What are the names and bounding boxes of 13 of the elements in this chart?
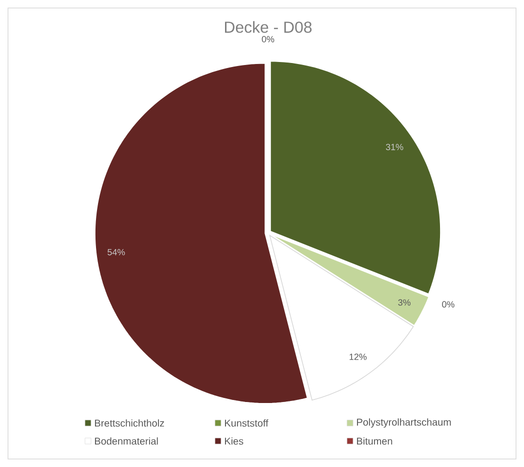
chart-title: Decke - D08	[225, 21, 312, 33]
legend-label: Bitumen	[357, 437, 392, 445]
legend-label: Brettschichtholz	[95, 419, 164, 427]
legend-label: Bodenmaterial	[95, 437, 158, 445]
text: 0%	[262, 36, 274, 42]
legend-label: Polystyrolhartschaum	[357, 418, 451, 428]
text: 0%	[442, 301, 454, 308]
data-label: 54%	[108, 249, 125, 256]
legend-label: Kunststoff	[225, 419, 268, 427]
data-label: 31%	[386, 144, 404, 150]
data-label: 12%	[350, 354, 367, 360]
legend-label: Kies	[225, 437, 244, 445]
data-label: 3%	[398, 299, 410, 306]
